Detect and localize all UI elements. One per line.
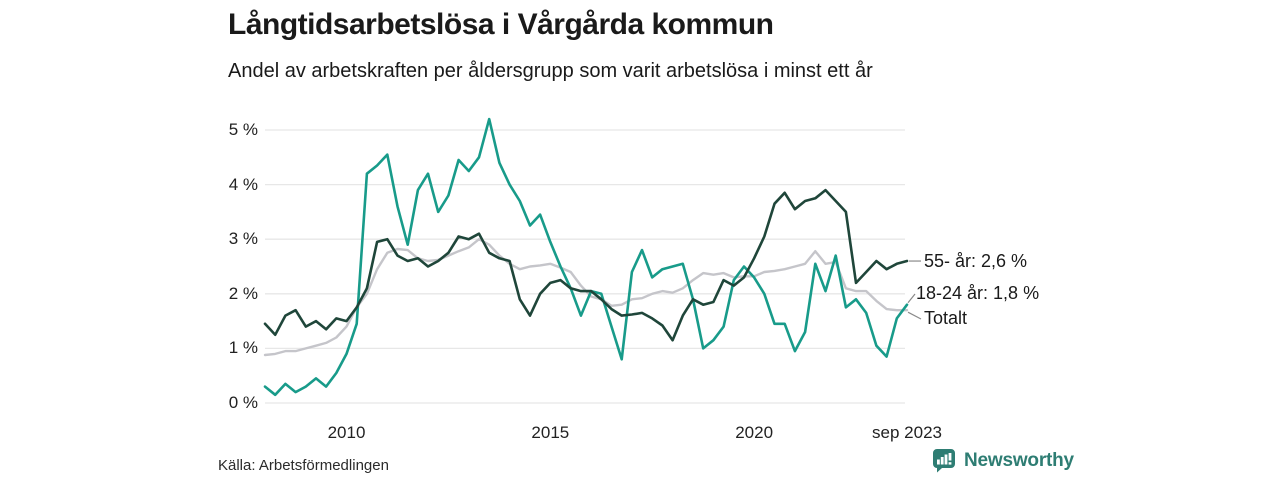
newsworthy-logo: Newsworthy [932, 448, 1074, 473]
chart-subtitle: Andel av arbetskraften per åldersgrupp s… [228, 60, 873, 82]
y-tick-label: 3 % [228, 229, 258, 249]
y-tick-label: 2 % [228, 283, 258, 303]
source-note: Källa: Arbetsförmedlingen [218, 457, 389, 474]
label-connector-total [907, 311, 922, 320]
series-end-label-18-24: 18-24 år: 1,8 % [916, 283, 1040, 303]
series-line-18-24 [263, 117, 909, 397]
series-end-label-55-plus: 55- år: 2,6 % [924, 251, 1028, 271]
series-end-label-total: Totalt [924, 308, 968, 328]
x-tick-label: 2010 [327, 423, 366, 442]
x-tick-label: 2020 [735, 423, 774, 442]
label-connector-18-24 [907, 293, 916, 304]
y-tick-label: 0 % [228, 393, 258, 412]
newsworthy-logo-icon [933, 449, 955, 473]
y-tick-label: 4 % [228, 174, 258, 194]
x-tick-label: 2015 [531, 423, 570, 442]
y-tick-label: 1 % [228, 338, 258, 358]
chart-title: Långtidsarbetslösa i Vårgårda kommun [228, 8, 774, 41]
x-tick-label: sep 2023 [872, 423, 942, 442]
series-line-55-plus [263, 188, 909, 342]
newsworthy-wordmark: Newsworthy [964, 449, 1074, 471]
y-tick-label: 5 % [228, 120, 258, 139]
